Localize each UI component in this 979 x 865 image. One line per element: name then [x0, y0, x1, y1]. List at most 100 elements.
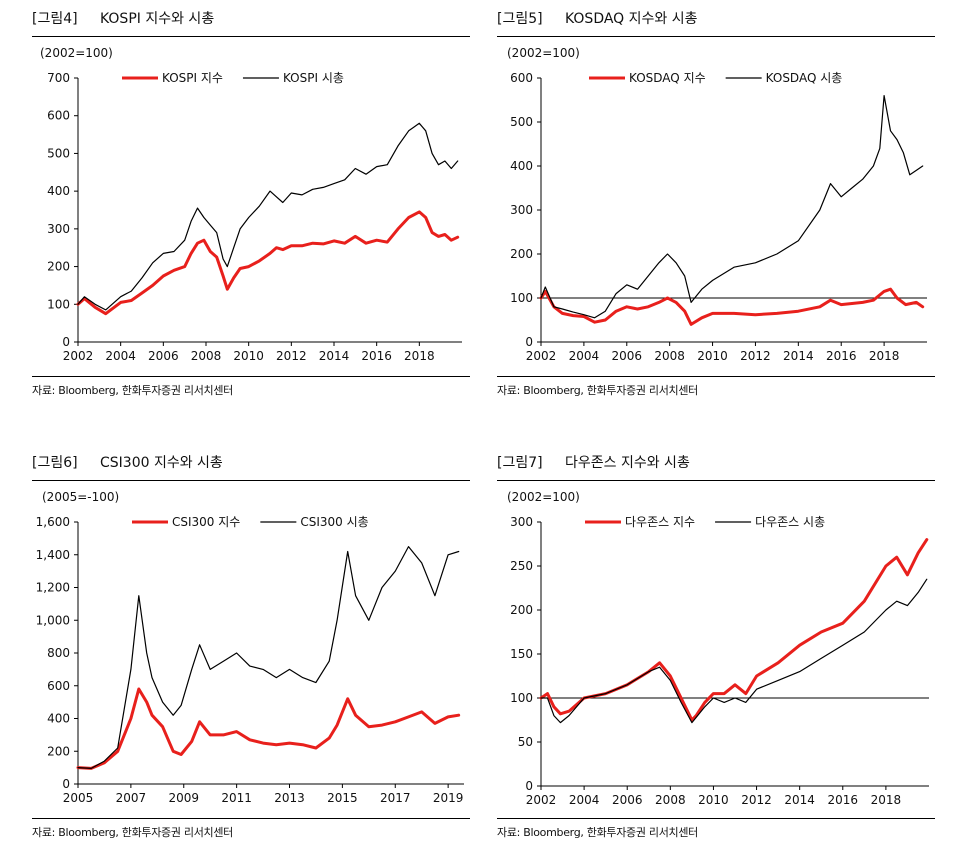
- kospi-line-chart: 0 100 200 300 400 500 600 700 2002 2004 2006 2008 20…: [47, 71, 462, 363]
- legend-label: 다우존스 시총: [755, 515, 825, 529]
- x-tick-label: 2015: [327, 791, 358, 805]
- x-tick-label: 2016: [828, 793, 859, 807]
- legend-label: KOSPI 지수: [162, 71, 223, 85]
- title-text: KOSDAQ 지수와 시총: [565, 11, 698, 27]
- x-tick-label: 2018: [869, 349, 900, 363]
- source-note: 자료: Bloomberg, 한화투자증권 리서치센터: [497, 826, 698, 839]
- y-tick-label: 200: [510, 603, 533, 617]
- y-tick-label: 0: [62, 777, 70, 791]
- series-line: [77, 122, 459, 311]
- y-tick-label: 1,400: [36, 548, 70, 562]
- title-rule: [32, 480, 470, 481]
- legend-label: CSI300 시총: [300, 515, 368, 529]
- series-line: [540, 578, 928, 724]
- title-rule: [497, 480, 935, 481]
- y-tick-label: 1,200: [36, 581, 70, 595]
- x-tick-label: 2017: [380, 791, 411, 805]
- x-tick-label: 2002: [526, 793, 557, 807]
- series-line: [77, 545, 460, 769]
- x-tick-label: 2010: [233, 349, 264, 363]
- unit-label: (2002=100): [507, 490, 580, 504]
- series-line: [540, 94, 924, 319]
- legend-label: CSI300 지수: [172, 515, 240, 529]
- x-tick-label: 2008: [191, 349, 222, 363]
- x-tick-label: 2006: [612, 793, 643, 807]
- x-tick-label: 2018: [404, 349, 435, 363]
- csi300-line-chart: 0 200 400 600 800 1,000 1,200 1,400 1,600 2005 200…: [36, 515, 464, 805]
- series-line: [76, 687, 461, 770]
- y-tick-label: 700: [47, 71, 70, 85]
- x-tick-label: 2004: [105, 349, 136, 363]
- x-tick-label: 2019: [433, 791, 464, 805]
- y-tick-label: 100: [510, 691, 533, 705]
- source-note: 자료: Bloomberg, 한화투자증권 리서치센터: [32, 826, 233, 839]
- y-tick-label: 0: [62, 335, 70, 349]
- x-tick-label: 2018: [871, 793, 902, 807]
- y-tick-label: 600: [510, 71, 533, 85]
- y-tick-label: 400: [47, 712, 70, 726]
- chart-title: [그림5] KOSDAQ 지수와 시총: [497, 8, 698, 28]
- source-rule: [32, 818, 470, 819]
- y-tick-label: 800: [47, 646, 70, 660]
- x-tick-label: 2011: [221, 791, 252, 805]
- dow-jones-line-chart: 0 50 100 150 200 250 300 2002 2004 2006 2008 2010 20…: [510, 515, 929, 807]
- y-tick-label: 250: [510, 559, 533, 573]
- y-tick-label: 0: [525, 335, 533, 349]
- source-rule: [497, 818, 935, 819]
- x-tick-label: 2004: [569, 793, 600, 807]
- title-text: CSI300 지수와 시총: [100, 455, 223, 471]
- y-tick-label: 100: [510, 291, 533, 305]
- y-tick-label: 500: [47, 146, 70, 160]
- chart-panel-dow-jones: [그림7] 다우존스 지수와 시총 (2002=100) 0 50 100 150 200…: [497, 452, 935, 862]
- legend-label: 다우존스 지수: [625, 515, 695, 529]
- chart-title: [그림6] CSI300 지수와 시총: [32, 452, 223, 472]
- x-tick-label: 2002: [63, 349, 94, 363]
- series-line: [76, 210, 460, 316]
- x-tick-label: 2016: [826, 349, 857, 363]
- title-rule: [497, 36, 935, 37]
- x-tick-label: 2010: [698, 793, 729, 807]
- chart-title: [그림4] KOSPI 지수와 시총: [32, 8, 214, 28]
- unit-label: (2002=100): [40, 46, 113, 60]
- chart-title: [그림7] 다우존스 지수와 시총: [497, 452, 690, 472]
- y-tick-label: 300: [510, 203, 533, 217]
- y-tick-label: 150: [510, 647, 533, 661]
- unit-label: (2002=100): [507, 46, 580, 60]
- title-rule: [32, 36, 470, 37]
- x-tick-label: 2012: [741, 793, 772, 807]
- figure-label: [그림6]: [32, 455, 78, 471]
- x-tick-label: 2008: [654, 349, 685, 363]
- y-tick-label: 100: [47, 297, 70, 311]
- x-tick-label: 2012: [276, 349, 307, 363]
- y-tick-label: 400: [510, 159, 533, 173]
- unit-label: (2005=-100): [42, 490, 120, 504]
- y-tick-label: 600: [47, 109, 70, 123]
- y-tick-label: 1,000: [36, 613, 70, 627]
- y-tick-label: 0: [525, 779, 533, 793]
- y-tick-label: 200: [47, 744, 70, 758]
- y-tick-label: 500: [510, 115, 533, 129]
- y-tick-label: 50: [518, 735, 533, 749]
- figure-label: [그림4]: [32, 11, 78, 27]
- x-tick-label: 2006: [148, 349, 179, 363]
- title-text: 다우존스 지수와 시총: [565, 455, 690, 471]
- series-line: [539, 538, 929, 722]
- chart-panel-kosdaq: [그림5] KOSDAQ 지수와 시총 (2002=100) 0 100 200 300…: [497, 8, 935, 398]
- legend-label: KOSPI 시총: [283, 71, 344, 85]
- x-tick-label: 2014: [319, 349, 350, 363]
- x-tick-label: 2013: [274, 791, 305, 805]
- x-tick-label: 2007: [116, 791, 147, 805]
- x-tick-label: 2005: [63, 791, 94, 805]
- title-text: KOSPI 지수와 시총: [100, 11, 215, 27]
- x-tick-label: 2010: [697, 349, 728, 363]
- figure-label: [그림5]: [497, 11, 543, 27]
- figure-label: [그림7]: [497, 455, 543, 471]
- y-tick-label: 600: [47, 679, 70, 693]
- x-tick-label: 2006: [612, 349, 643, 363]
- chart-panel-csi300: [그림6] CSI300 지수와 시총 (2005=-100) 0 200 400 60…: [32, 452, 470, 862]
- chart-panel-kospi: [그림4] KOSPI 지수와 시총 (2002=100) 0 100 200 300 4…: [32, 8, 470, 398]
- x-tick-label: 2014: [784, 793, 815, 807]
- y-tick-label: 300: [47, 222, 70, 236]
- x-tick-label: 2008: [655, 793, 686, 807]
- source-rule: [32, 376, 470, 377]
